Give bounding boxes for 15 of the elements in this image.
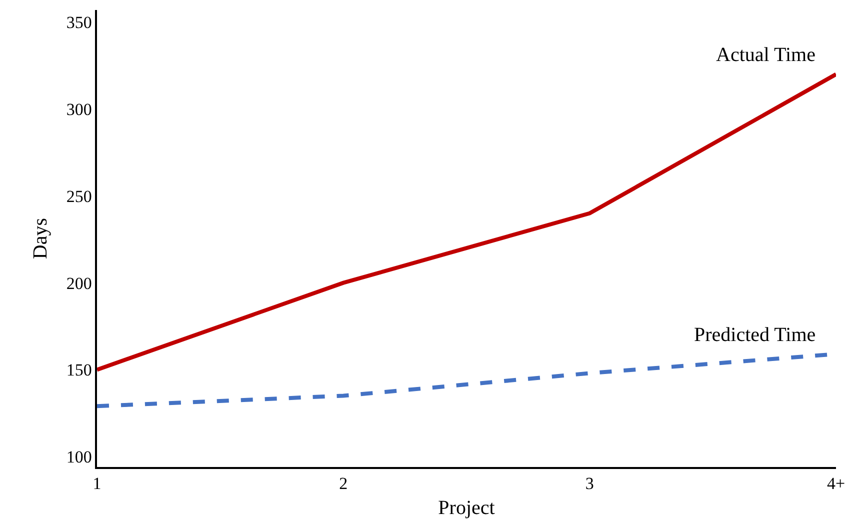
x-tick-label: 1: [92, 474, 102, 494]
x-tick-label: 3: [585, 474, 594, 494]
y-tick-label: 350: [66, 13, 92, 32]
line-series: [97, 72, 836, 372]
x-tick-label: 2: [339, 474, 348, 494]
x-tick-label: 4+: [826, 474, 846, 494]
series-label: Predicted Time: [694, 324, 816, 346]
y-tick-label: 150: [66, 360, 92, 380]
y-tick-label: 100: [66, 448, 92, 467]
series-label: Actual Time: [716, 44, 816, 66]
y-tick-label: 300: [66, 100, 92, 119]
x-axis-title: Project: [438, 497, 496, 520]
y-tick-label: 250: [66, 186, 92, 206]
y-axis-title: Days: [29, 218, 52, 260]
y-tick-label: 200: [66, 274, 92, 293]
